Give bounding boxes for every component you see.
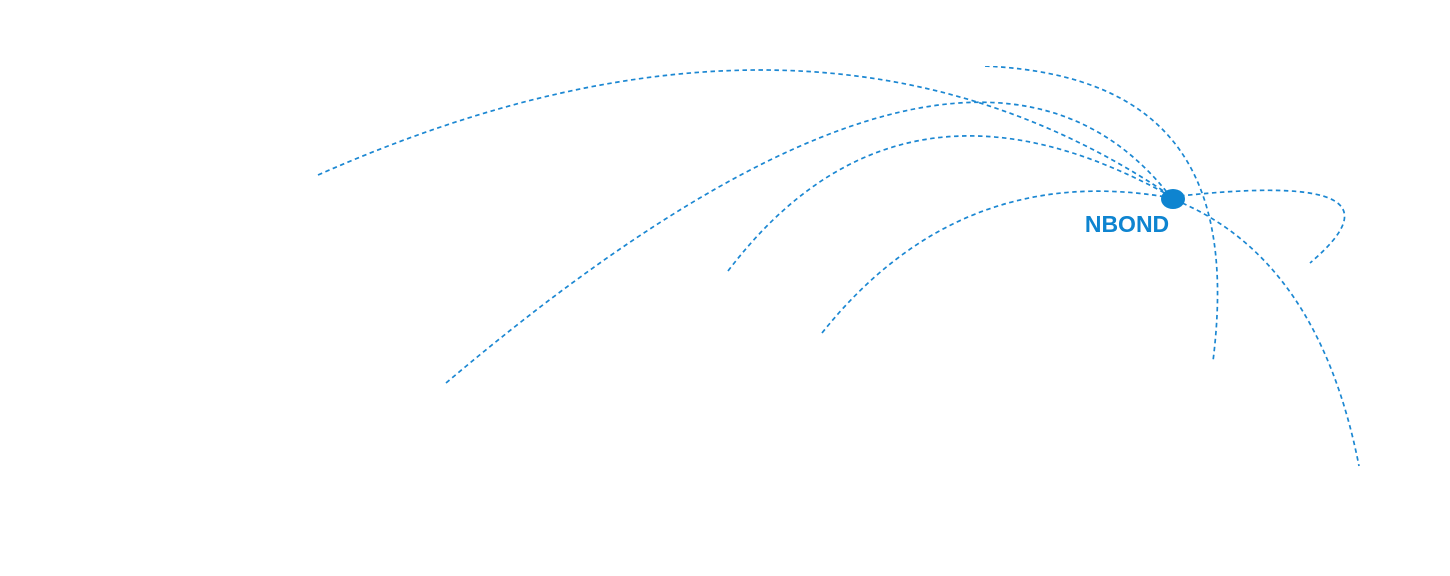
graph-edge-top-through-curve — [984, 66, 1219, 362]
graph-node-nbond[interactable] — [1161, 189, 1185, 209]
graph-viewport: NBOND — [316, 66, 1360, 467]
graph-edge-right-loop-arc — [1179, 189, 1346, 264]
graph-edge-mid-left-arc — [727, 135, 1173, 272]
network-graph-svg: NBOND — [317, 66, 1360, 467]
graph-edge-down-right-long-arc — [1174, 199, 1360, 467]
graph-edge-long-left-arc — [445, 101, 1171, 384]
graph-edge-low-flat-arc — [821, 190, 1173, 334]
node-label-nbond: NBOND — [1085, 211, 1169, 237]
graph-edge-far-left-arc — [317, 69, 1172, 197]
edges-layer — [317, 66, 1360, 467]
